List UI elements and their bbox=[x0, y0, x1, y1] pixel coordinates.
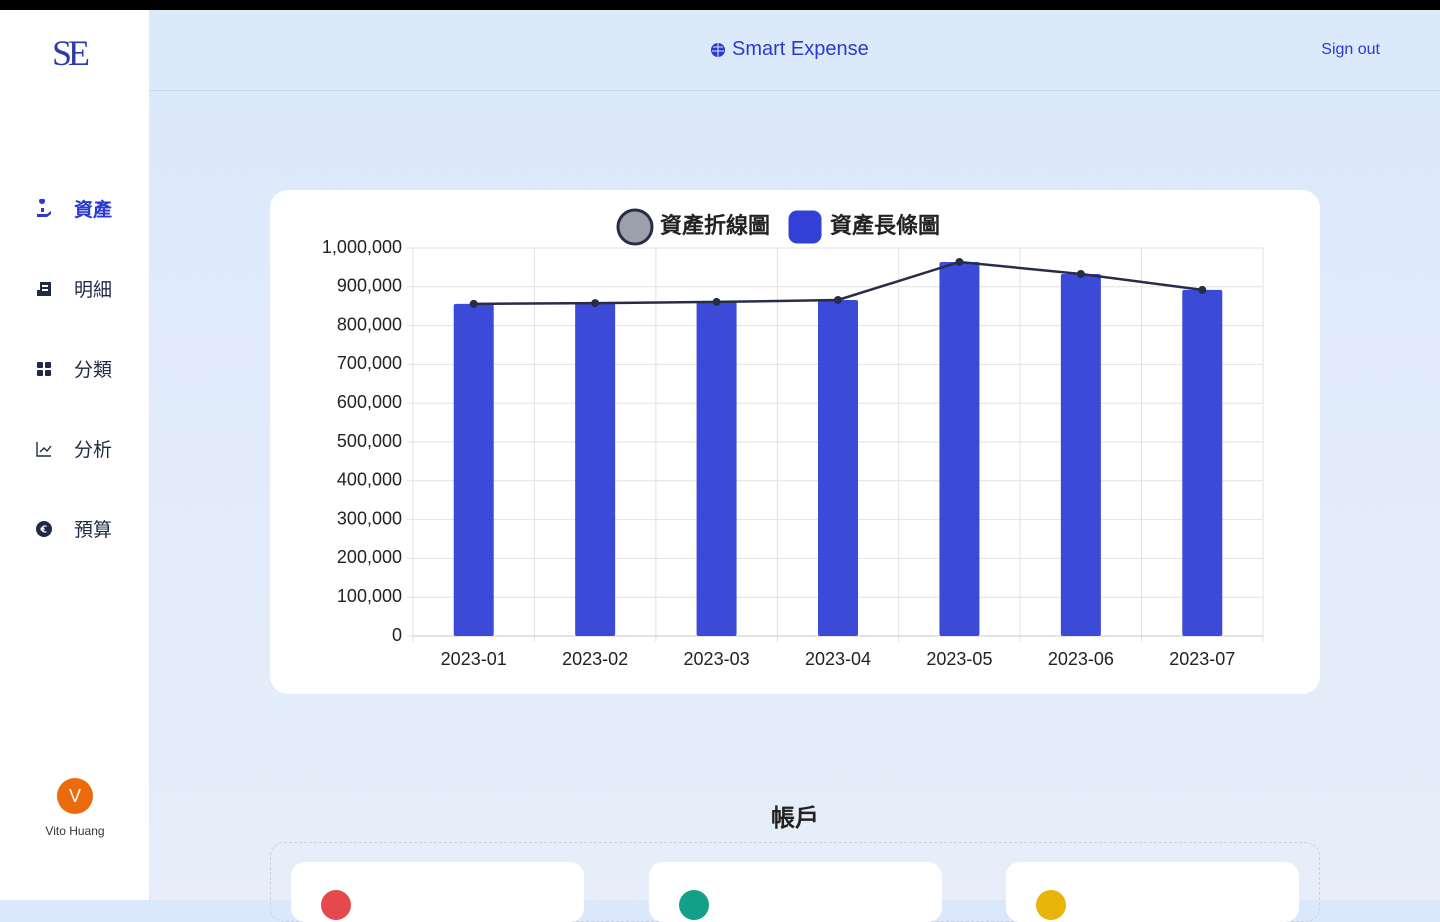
y-tick-label: 800,000 bbox=[337, 314, 402, 334]
legend-marker bbox=[616, 208, 654, 246]
point bbox=[834, 295, 842, 304]
nav-label: 分析 bbox=[74, 440, 113, 461]
nav-item[interactable]: 明細 bbox=[34, 275, 112, 302]
x-tick-label: 2023-02 bbox=[562, 649, 628, 669]
chart-card: 0 100,000 200,000 300,000 400,000 500,000 600,… bbox=[270, 190, 1320, 694]
nav-item[interactable]: 分析 bbox=[34, 435, 112, 462]
account-card[interactable] bbox=[291, 862, 584, 922]
avatar[interactable]: V bbox=[57, 778, 93, 814]
x-tick-label: 2023-05 bbox=[926, 649, 992, 669]
account-card[interactable] bbox=[649, 862, 942, 922]
bar bbox=[575, 303, 616, 636]
nav-label: 預算 bbox=[74, 520, 113, 541]
icon bbox=[37, 281, 51, 296]
legend-label: 資產折線圖 bbox=[660, 213, 770, 238]
top-bar bbox=[0, 0, 1440, 10]
y-tick-label: 1,000,000 bbox=[322, 237, 402, 257]
legend-label: 資產長條圖 bbox=[830, 213, 940, 238]
icon bbox=[36, 520, 52, 537]
y-tick-label: 400,000 bbox=[337, 470, 402, 490]
nav-label: 分類 bbox=[74, 360, 113, 381]
header: Smart Expense Sign out bbox=[150, 10, 1440, 91]
point bbox=[1076, 269, 1085, 278]
y-tick-label: 900,000 bbox=[337, 276, 402, 296]
point bbox=[955, 257, 964, 266]
nav-label: 明細 bbox=[74, 280, 113, 301]
x-tick-label: 2023-01 bbox=[441, 649, 507, 669]
icon bbox=[36, 441, 52, 457]
bar bbox=[818, 299, 858, 636]
nav-item[interactable]: 資產 bbox=[34, 195, 112, 222]
section-title: 帳戶 bbox=[771, 805, 819, 832]
y-tick-label: 300,000 bbox=[337, 508, 402, 528]
nav-item[interactable]: 分類 bbox=[34, 355, 112, 382]
nav-label: 資產 bbox=[74, 200, 113, 221]
y-tick-label: 0 bbox=[392, 625, 402, 645]
y-tick-label: 700,000 bbox=[337, 353, 402, 373]
app-title-text: Smart Expense bbox=[732, 38, 869, 60]
x-tick-label: 2023-03 bbox=[684, 649, 750, 669]
x-tick-label: 2023-07 bbox=[1169, 649, 1235, 669]
y-tick-label: 200,000 bbox=[337, 547, 402, 567]
sidebar: SE 資產 明細 分類 分析 預算 V Vito Huang bbox=[0, 10, 150, 900]
y-tick-label: 100,000 bbox=[337, 586, 402, 606]
bar bbox=[696, 301, 737, 636]
x-tick-label: 2023-06 bbox=[1048, 649, 1114, 669]
logo[interactable]: SE bbox=[52, 33, 90, 73]
globe-icon bbox=[711, 42, 725, 57]
point bbox=[712, 297, 721, 306]
bar bbox=[1060, 273, 1101, 636]
bar bbox=[939, 261, 980, 636]
icon bbox=[37, 361, 51, 376]
user-name: Vito Huang bbox=[45, 824, 105, 838]
bar bbox=[1182, 289, 1223, 636]
point bbox=[591, 299, 600, 308]
legend-marker bbox=[788, 210, 822, 244]
chart: 0 100,000 200,000 300,000 400,000 500,000 600,… bbox=[322, 208, 1264, 669]
app-title[interactable]: Smart Expense bbox=[710, 38, 869, 61]
sign-out[interactable]: Sign out bbox=[1321, 41, 1380, 58]
icon bbox=[37, 198, 51, 217]
point bbox=[1198, 285, 1207, 294]
nav-item[interactable]: 預算 bbox=[34, 515, 112, 542]
y-tick-label: 500,000 bbox=[337, 431, 402, 451]
account-card[interactable] bbox=[1006, 862, 1299, 922]
x-tick-label: 2023-04 bbox=[805, 649, 871, 669]
point bbox=[469, 299, 478, 308]
y-tick-label: 600,000 bbox=[337, 392, 402, 412]
bar bbox=[453, 303, 494, 636]
